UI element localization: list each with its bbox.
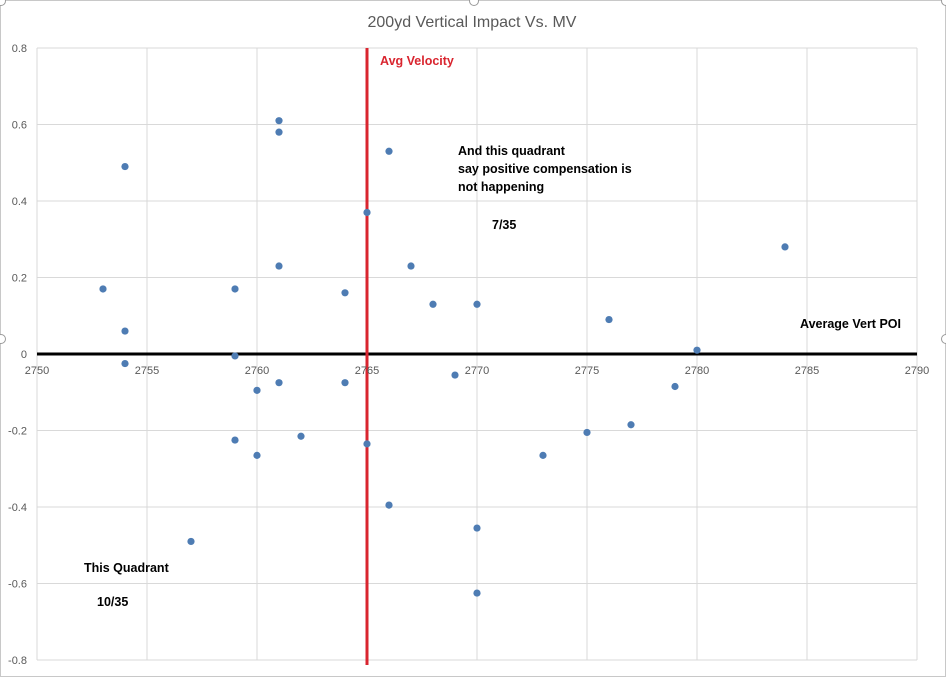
data-point <box>473 300 481 308</box>
data-point <box>385 501 393 509</box>
data-point <box>363 208 371 217</box>
resize-handle-middle-right[interactable] <box>941 334 946 344</box>
data-point <box>451 371 459 379</box>
data-point <box>275 117 283 125</box>
data-point <box>693 346 701 354</box>
data-point <box>627 421 635 429</box>
data-point <box>407 262 415 270</box>
data-point <box>121 327 129 335</box>
y-tick-label: -0.8 <box>8 655 27 667</box>
data-point <box>275 262 283 270</box>
data-point <box>781 243 789 251</box>
data-point <box>99 285 107 293</box>
x-tick-label: 2785 <box>795 365 819 377</box>
upper-quadrant-note-line-1: And this quadrant <box>458 144 566 158</box>
y-tick-label: -0.2 <box>8 426 27 438</box>
data-point <box>253 386 261 394</box>
resize-handle-top-center[interactable] <box>469 0 479 6</box>
x-tick-label: 2760 <box>245 365 269 377</box>
data-point <box>473 524 481 532</box>
reference-lines <box>37 48 917 665</box>
x-tick-label: 2780 <box>685 365 709 377</box>
data-point <box>231 285 239 293</box>
y-tick-label: -0.4 <box>8 502 27 514</box>
y-tick-label: 0.6 <box>12 120 27 132</box>
y-tick-label: 0.4 <box>12 196 27 208</box>
annotations: Avg Velocity And this quadrant say posit… <box>84 54 901 609</box>
average-vert-poi-label: Average Vert POI <box>800 317 901 331</box>
resize-handle-top-right[interactable] <box>941 0 946 6</box>
data-point <box>341 379 349 387</box>
y-tick-label: 0.2 <box>12 273 27 285</box>
y-tick-label: 0 <box>21 349 27 361</box>
data-point <box>275 379 283 387</box>
y-tick-label: 0.8 <box>12 43 27 55</box>
data-point <box>253 451 261 459</box>
x-tick-label: 2750 <box>25 365 49 377</box>
x-tick-label: 2755 <box>135 365 159 377</box>
y-tick-label: -0.6 <box>8 579 27 591</box>
data-point <box>583 428 591 437</box>
data-point <box>275 128 283 136</box>
data-point <box>429 300 437 308</box>
avg-velocity-label: Avg Velocity <box>380 54 454 68</box>
upper-quadrant-count: 7/35 <box>492 218 516 232</box>
data-point <box>539 451 547 459</box>
chart-title: 200yd Vertical Impact Vs. MV <box>368 14 577 31</box>
data-points <box>99 117 789 597</box>
data-point <box>231 352 239 360</box>
data-point <box>671 382 679 391</box>
data-point <box>605 315 613 324</box>
x-tick-label: 2790 <box>905 365 929 377</box>
data-point <box>473 589 481 597</box>
x-tick-label: 2775 <box>575 365 599 377</box>
lower-quadrant-label: This Quadrant <box>84 561 170 575</box>
upper-quadrant-note-line-2: say positive compensation is <box>458 162 632 176</box>
lower-quadrant-count: 10/35 <box>97 595 128 609</box>
x-tick-label: 2765 <box>355 365 379 377</box>
data-point <box>385 147 393 155</box>
resize-handle-top-left[interactable] <box>0 0 6 6</box>
tick-labels: 2750 2755 2760 2765 2770 2775 2780 2785 2790 0.8 0… <box>8 43 929 667</box>
data-point <box>121 162 129 171</box>
upper-quadrant-note-line-3: not happening <box>458 180 544 194</box>
x-tick-label: 2770 <box>465 365 489 377</box>
data-point <box>187 537 195 546</box>
data-point <box>297 432 305 440</box>
data-point <box>341 289 349 297</box>
resize-handle-middle-left[interactable] <box>0 334 6 344</box>
data-point <box>121 359 129 368</box>
data-point <box>363 440 371 448</box>
data-point <box>231 436 239 444</box>
